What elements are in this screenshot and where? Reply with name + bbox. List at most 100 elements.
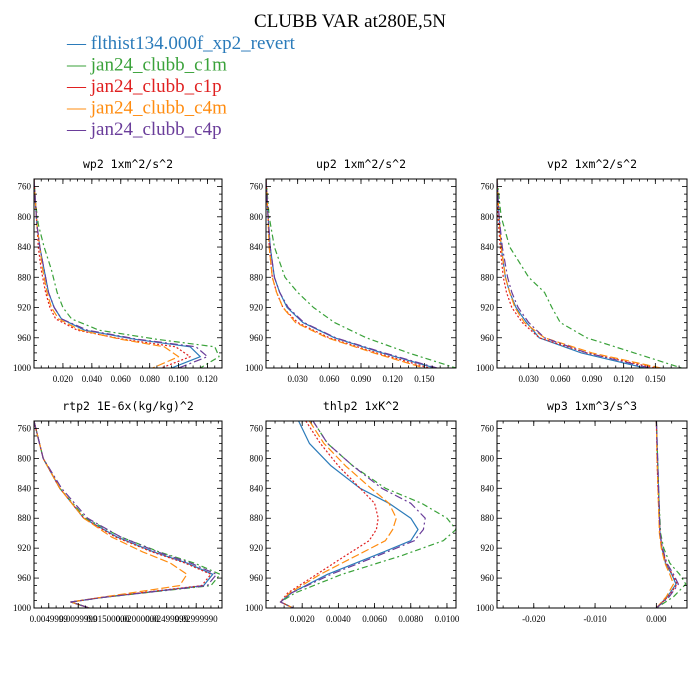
series-line [279,421,426,608]
y-tick-label: 880 [250,272,264,282]
x-tick-label: 0.090 [582,374,603,384]
plot-frame [265,420,457,609]
chart-panel: wp2 1xm^2/s^2 760 800 840 880 920 960 1000 0.020… [13,157,223,384]
y-tick-label: 800 [481,453,495,463]
y-tick-label: 880 [250,513,264,523]
chart-panel: rtp2 1E-6x(kg/kg)^2 760 800 840 880 920 960 100… [13,399,223,624]
series-line [34,421,188,608]
legend: — flthist134.000f_xp2_revert— jan24_club… [66,33,296,140]
y-tick-label: 960 [250,333,264,343]
series-line [34,179,220,368]
x-tick-label: 0.02499999 [145,614,188,624]
x-tick-label: 0.0099999 [59,614,98,624]
legend-entry: — jan24_clubb_c4m [66,98,227,119]
chart-panel: thlp2 1xK^2 760 800 840 880 920 960 1000 0.0020 0… [245,399,460,624]
y-tick-label: 880 [481,513,495,523]
x-tick-label: 0.090 [351,374,372,384]
series-line [279,421,456,608]
series-line [497,179,682,368]
series-line [497,179,656,368]
y-tick-label: 760 [18,182,32,192]
legend-entry: — jan24_clubb_c1m [66,55,227,76]
x-tick-label: 0.02999990 [175,614,218,624]
figure-title: CLUBB VAR at280E,5N [254,11,446,32]
panel-title: up2 1xm^2/s^2 [316,157,406,171]
x-tick-label: 0.120 [614,374,635,384]
chart-panel: up2 1xm^2/s^2 760 800 840 880 920 960 1000 0.030… [245,157,457,384]
plot-frame [265,178,457,369]
series-line [34,179,180,368]
series-line [266,179,456,368]
y-tick-label: 840 [18,483,32,493]
x-tick-label: 0.120 [197,374,218,384]
y-tick-label: 1000 [245,363,264,373]
x-tick-label: 0.100 [168,374,189,384]
series-line [279,421,397,608]
series-line [655,421,687,608]
y-tick-label: 760 [250,423,264,433]
y-tick-label: 920 [18,303,32,313]
plot-frame [33,178,223,369]
x-tick-label: 0.0060 [362,614,387,624]
panel-title: thlp2 1xK^2 [323,399,399,413]
legend-entry: — jan24_clubb_c1p [66,76,222,97]
y-tick-label: 760 [481,182,495,192]
x-tick-label: -0.020 [522,614,546,624]
series-line [497,179,651,368]
panels: wp2 1xm^2/s^2 760 800 840 880 920 960 1000 0.020… [13,157,688,624]
series-line [655,421,679,608]
series-line [266,179,438,368]
chart-panel: wp3 1xm^3/s^3 760 800 840 880 920 960 1000 -0.02… [476,399,688,624]
panel-title: wp2 1xm^2/s^2 [83,157,173,171]
y-tick-label: 960 [481,333,495,343]
chart-panel: vp2 1xm^2/s^2 760 800 840 880 920 960 1000 0.030… [476,157,688,384]
series-line [34,421,218,608]
y-tick-label: 760 [481,423,495,433]
legend-entry: — jan24_clubb_c4p [66,119,222,140]
series-line [279,421,419,608]
panel-title: rtp2 1E-6x(kg/kg)^2 [62,399,194,413]
y-tick-label: 800 [18,453,32,463]
series-line [497,179,645,368]
x-tick-label: 0.060 [550,374,571,384]
y-tick-label: 1000 [13,603,32,613]
series-line [655,421,675,608]
x-tick-label: 0.000 [646,614,667,624]
x-tick-label: 0.01500000 [86,614,129,624]
x-tick-label: 0.060 [319,374,340,384]
x-tick-label: 0.150 [414,374,435,384]
x-tick-label: 0.030 [288,374,309,384]
series-line [34,179,191,368]
x-tick-label: 0.0080 [398,614,423,624]
y-tick-label: 800 [250,212,264,222]
panel-title: wp3 1xm^3/s^3 [547,399,637,413]
y-tick-label: 880 [18,272,32,282]
series-line [266,179,430,368]
x-tick-label: 0.040 [82,374,103,384]
series-line [34,179,209,368]
series-line [266,179,425,368]
x-tick-label: 0.0020 [290,614,315,624]
series-line [266,179,436,368]
y-tick-label: 920 [250,303,264,313]
plot-frame [496,420,688,609]
y-tick-label: 960 [481,573,495,583]
y-tick-label: 920 [481,303,495,313]
y-tick-label: 1000 [476,363,495,373]
y-tick-label: 800 [250,453,264,463]
x-tick-label: 0.150 [645,374,666,384]
y-tick-label: 1000 [13,363,32,373]
series-line [497,179,661,368]
x-tick-label: 0.0049999 [30,614,69,624]
y-tick-label: 920 [18,543,32,553]
y-tick-label: 880 [18,513,32,523]
series-line [279,421,379,608]
plot-frame [33,420,223,609]
y-tick-label: 800 [481,212,495,222]
y-tick-label: 920 [481,543,495,553]
y-tick-label: 760 [250,182,264,192]
x-tick-label: 0.020 [53,374,74,384]
y-tick-label: 840 [250,242,264,252]
series-line [34,421,221,608]
